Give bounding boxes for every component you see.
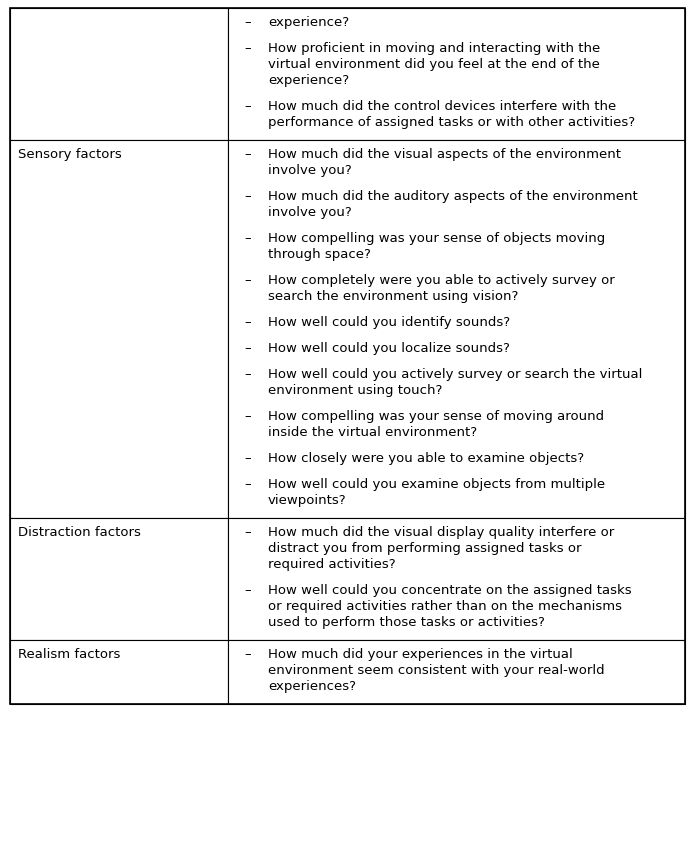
Text: Distraction factors: Distraction factors <box>18 526 141 539</box>
Text: experience?: experience? <box>268 74 349 87</box>
Text: How well could you localize sounds?: How well could you localize sounds? <box>268 342 510 355</box>
Text: required activities?: required activities? <box>268 558 395 571</box>
Text: How well could you concentrate on the assigned tasks: How well could you concentrate on the as… <box>268 584 632 597</box>
Text: –: – <box>245 16 252 29</box>
Text: involve you?: involve you? <box>268 164 352 177</box>
Bar <box>10 8 228 140</box>
Text: viewpoints?: viewpoints? <box>268 494 347 507</box>
Text: inside the virtual environment?: inside the virtual environment? <box>268 426 477 439</box>
Text: How completely were you able to actively survey or: How completely were you able to actively… <box>268 274 615 287</box>
Text: search the environment using vision?: search the environment using vision? <box>268 290 518 303</box>
Text: –: – <box>245 526 252 539</box>
Text: –: – <box>245 148 252 161</box>
Text: –: – <box>245 368 252 381</box>
Text: –: – <box>245 42 252 55</box>
Text: –: – <box>245 342 252 355</box>
Bar <box>228 8 685 140</box>
Text: –: – <box>245 648 252 661</box>
Text: How compelling was your sense of objects moving: How compelling was your sense of objects… <box>268 232 605 245</box>
Bar <box>228 518 685 640</box>
Text: How closely were you able to examine objects?: How closely were you able to examine obj… <box>268 452 584 465</box>
Text: –: – <box>245 232 252 245</box>
Text: environment seem consistent with your real-world: environment seem consistent with your re… <box>268 664 605 677</box>
Text: experiences?: experiences? <box>268 680 356 693</box>
Text: How much did the auditory aspects of the environment: How much did the auditory aspects of the… <box>268 190 638 203</box>
Text: How well could you examine objects from multiple: How well could you examine objects from … <box>268 478 605 491</box>
Text: How much did your experiences in the virtual: How much did your experiences in the vir… <box>268 648 573 661</box>
Text: distract you from performing assigned tasks or: distract you from performing assigned ta… <box>268 542 582 555</box>
Text: virtual environment did you feel at the end of the: virtual environment did you feel at the … <box>268 58 600 71</box>
Text: or required activities rather than on the mechanisms: or required activities rather than on th… <box>268 600 622 613</box>
Bar <box>10 8 685 704</box>
Text: Realism factors: Realism factors <box>18 648 120 661</box>
Text: How proficient in moving and interacting with the: How proficient in moving and interacting… <box>268 42 600 55</box>
Text: How much did the visual aspects of the environment: How much did the visual aspects of the e… <box>268 148 621 161</box>
Text: –: – <box>245 316 252 329</box>
Text: environment using touch?: environment using touch? <box>268 384 443 397</box>
Text: experience?: experience? <box>268 16 349 29</box>
Text: –: – <box>245 274 252 287</box>
Bar <box>10 140 228 518</box>
Text: How well could you identify sounds?: How well could you identify sounds? <box>268 316 510 329</box>
Bar <box>228 640 685 704</box>
Bar <box>228 140 685 518</box>
Text: involve you?: involve you? <box>268 206 352 219</box>
Text: –: – <box>245 478 252 491</box>
Text: used to perform those tasks or activities?: used to perform those tasks or activitie… <box>268 616 545 629</box>
Text: How compelling was your sense of moving around: How compelling was your sense of moving … <box>268 410 604 423</box>
Text: –: – <box>245 100 252 113</box>
Bar <box>10 518 228 640</box>
Text: performance of assigned tasks or with other activities?: performance of assigned tasks or with ot… <box>268 116 635 129</box>
Text: –: – <box>245 452 252 465</box>
Text: How much did the control devices interfere with the: How much did the control devices interfe… <box>268 100 616 113</box>
Text: through space?: through space? <box>268 248 371 261</box>
Bar <box>10 640 228 704</box>
Text: –: – <box>245 584 252 597</box>
Text: Sensory factors: Sensory factors <box>18 148 122 161</box>
Text: How much did the visual display quality interfere or: How much did the visual display quality … <box>268 526 614 539</box>
Text: How well could you actively survey or search the virtual: How well could you actively survey or se… <box>268 368 642 381</box>
Text: –: – <box>245 190 252 203</box>
Text: –: – <box>245 410 252 423</box>
